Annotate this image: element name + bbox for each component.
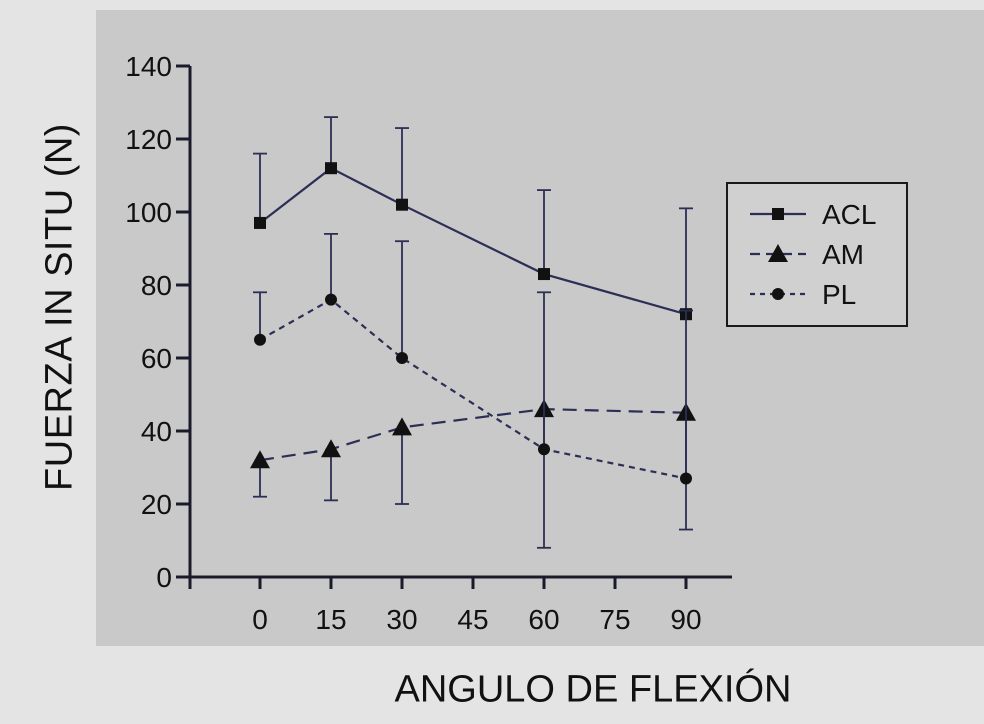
legend-marker-acl	[772, 208, 784, 220]
legend-label-am: AM	[822, 239, 864, 270]
y-tick-label: 20	[141, 489, 172, 520]
x-tick-label: 0	[252, 604, 268, 635]
x-tick-label: 75	[599, 604, 630, 635]
x-tick-label: 90	[670, 604, 701, 635]
data-point-acl	[396, 198, 408, 211]
y-tick-label: 140	[125, 51, 172, 82]
legend-label-pl: PL	[822, 279, 856, 310]
x-tick-label: 15	[315, 604, 346, 635]
x-tick-label: 45	[457, 604, 488, 635]
y-tick-label: 80	[141, 270, 172, 301]
legend-marker-am	[768, 244, 788, 262]
y-tick-label: 60	[141, 343, 172, 374]
legend-marker-pl	[772, 288, 784, 300]
legend: ACL AM PL	[726, 182, 908, 327]
data-point-pl	[254, 333, 266, 346]
data-point-acl	[254, 216, 266, 229]
data-point-pl	[325, 293, 337, 306]
plot-background	[96, 10, 984, 646]
y-tick-label: 100	[125, 197, 172, 228]
series-line-pl	[259, 298, 687, 480]
x-axis-title: ANGULO DE FLEXIÓN	[394, 668, 792, 711]
data-point-pl	[538, 443, 550, 456]
x-tick-label: 60	[528, 604, 559, 635]
data-point-am	[392, 417, 412, 436]
y-tick-label: 40	[141, 416, 172, 447]
data-point-am	[250, 450, 270, 469]
series-line-am	[259, 407, 687, 462]
data-point-pl	[680, 472, 692, 485]
data-point-acl	[325, 162, 337, 175]
x-tick-label: 30	[386, 604, 417, 635]
data-point-acl	[538, 268, 550, 281]
data-point-am	[321, 439, 341, 458]
y-axis-title: FUERZA IN SITU (N)	[38, 123, 81, 491]
series-line-acl	[259, 166, 687, 316]
legend-label-acl: ACL	[822, 199, 876, 230]
y-tick-label: 120	[125, 124, 172, 155]
y-tick-label: 0	[156, 562, 172, 593]
data-point-pl	[396, 352, 408, 364]
